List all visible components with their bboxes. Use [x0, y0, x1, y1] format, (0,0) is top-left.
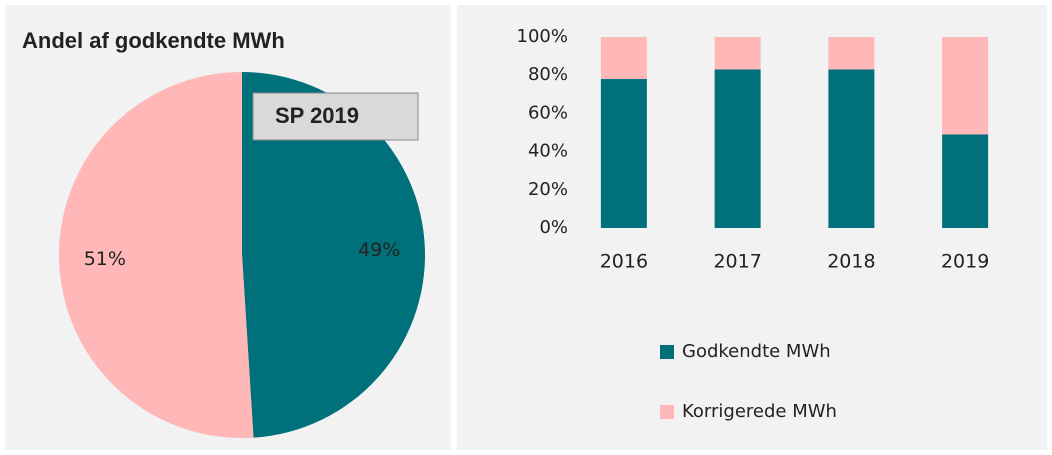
bar-segment — [828, 69, 875, 228]
y-tick-label: 40% — [528, 141, 568, 162]
legend-swatch — [660, 345, 674, 359]
pie-title: Andel af godkendte MWh — [22, 28, 285, 53]
x-tick-label: 2017 — [713, 251, 761, 273]
pie-label: 51% — [84, 248, 126, 270]
bar-segment — [828, 37, 875, 70]
x-tick-label: 2019 — [941, 251, 989, 273]
y-tick-label: 80% — [528, 64, 568, 85]
pie-slice — [242, 72, 425, 438]
x-tick-label: 2018 — [827, 251, 875, 273]
pie-slice — [58, 72, 254, 439]
y-tick-label: 60% — [528, 102, 568, 123]
y-tick-label: 100% — [517, 26, 568, 47]
y-tick-label: 0% — [539, 217, 568, 238]
y-tick-label: 20% — [528, 179, 568, 200]
bar-segment — [714, 69, 761, 228]
bar-segment — [942, 37, 989, 135]
bar-segment — [714, 37, 761, 70]
bar-segment — [600, 79, 647, 229]
legend-label: Godkendte MWh — [682, 341, 831, 362]
pie-label: 49% — [358, 239, 400, 261]
legend-swatch — [660, 405, 674, 419]
annotation-box — [252, 92, 419, 141]
bar-segment — [600, 37, 647, 80]
legend-label: Korrigerede MWh — [682, 401, 837, 422]
x-tick-label: 2016 — [600, 251, 648, 273]
bar-segment — [942, 134, 989, 228]
annotation: SP 2019 — [275, 103, 359, 128]
